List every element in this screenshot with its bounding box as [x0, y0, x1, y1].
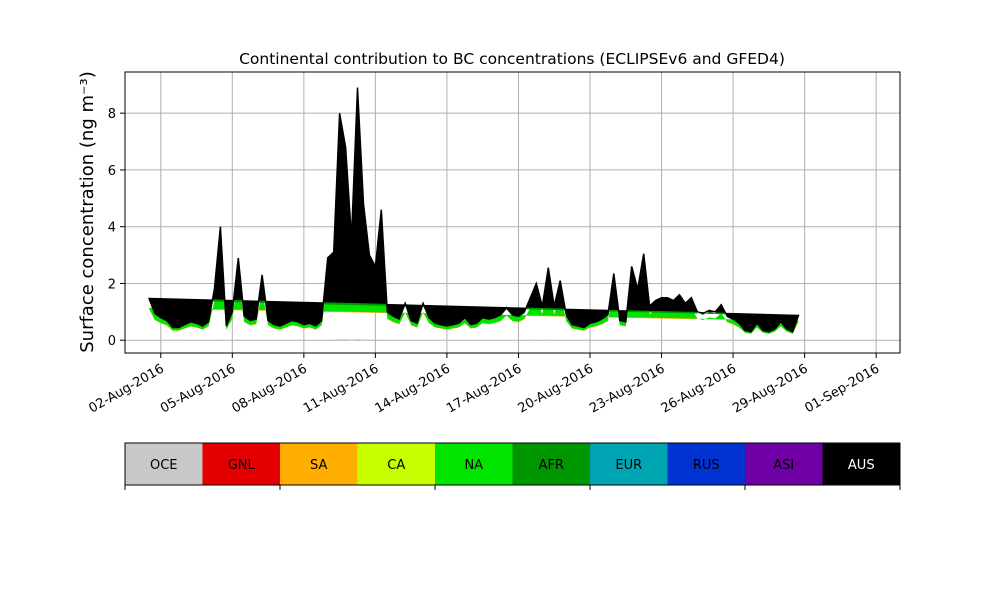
legend-swatch-oce	[125, 443, 203, 485]
area-aus	[148, 87, 800, 333]
legend-swatch-sa	[280, 443, 358, 485]
stacked-areas	[148, 87, 800, 341]
legend-label-na: NA	[464, 458, 483, 473]
y-tick-label: 0	[108, 334, 116, 349]
x-tick-label: 17-Aug-2016	[444, 361, 524, 416]
x-axis: 02-Aug-201605-Aug-201608-Aug-201611-Aug-…	[86, 353, 882, 417]
y-axis-label: Surface concentration (ng m⁻³)	[77, 71, 98, 353]
legend-swatch-na	[435, 443, 513, 485]
legend-label-gnl: GNL	[228, 458, 256, 473]
legend-swatch-rus	[667, 443, 746, 485]
legend-swatch-gnl	[202, 443, 281, 485]
legend-label-sa: SA	[310, 458, 327, 473]
x-tick-label: 02-Aug-2016	[86, 361, 166, 416]
x-tick-label: 14-Aug-2016	[373, 361, 453, 416]
legend-swatch-eur	[590, 443, 668, 485]
grid-lines	[125, 72, 900, 353]
x-tick-label: 08-Aug-2016	[230, 361, 310, 416]
legend-label-ca: CA	[387, 458, 405, 473]
legend-swatch-aus	[822, 443, 901, 485]
area-afr	[148, 101, 799, 333]
x-tick-label: 29-Aug-2016	[730, 361, 810, 416]
chart-title: Continental contribution to BC concentra…	[239, 50, 785, 68]
y-axis: 0 2 4 6 8	[108, 107, 125, 349]
x-tick-label: 05-Aug-2016	[158, 361, 238, 416]
legend-label-rus: RUS	[693, 458, 720, 473]
y-tick-label: 4	[108, 221, 116, 236]
y-tick-label: 8	[108, 107, 116, 122]
x-tick-label: 01-Sep-2016	[802, 361, 882, 416]
x-tick-label: 26-Aug-2016	[659, 361, 739, 416]
legend-swatch-afr	[512, 443, 591, 485]
legend-label-aus: AUS	[848, 458, 875, 473]
legend-swatch-ca	[357, 443, 436, 485]
legend-label-eur: EUR	[615, 458, 642, 473]
x-tick-label: 20-Aug-2016	[516, 361, 596, 416]
legend-label-oce: OCE	[150, 458, 178, 473]
legend-swatch-asi	[745, 443, 823, 485]
x-tick-label: 11-Aug-2016	[301, 361, 381, 416]
legend: OCE GNL SA CA NA AFR EUR RUS ASI AUS	[124, 442, 901, 490]
x-tick-label: 23-Aug-2016	[587, 361, 667, 416]
legend-label-asi: ASI	[773, 458, 794, 473]
y-tick-label: 2	[108, 277, 116, 292]
legend-label-afr: AFR	[539, 458, 564, 473]
plot-frame	[124, 71, 901, 354]
y-tick-label: 6	[108, 164, 116, 179]
legend-frame	[124, 442, 901, 486]
